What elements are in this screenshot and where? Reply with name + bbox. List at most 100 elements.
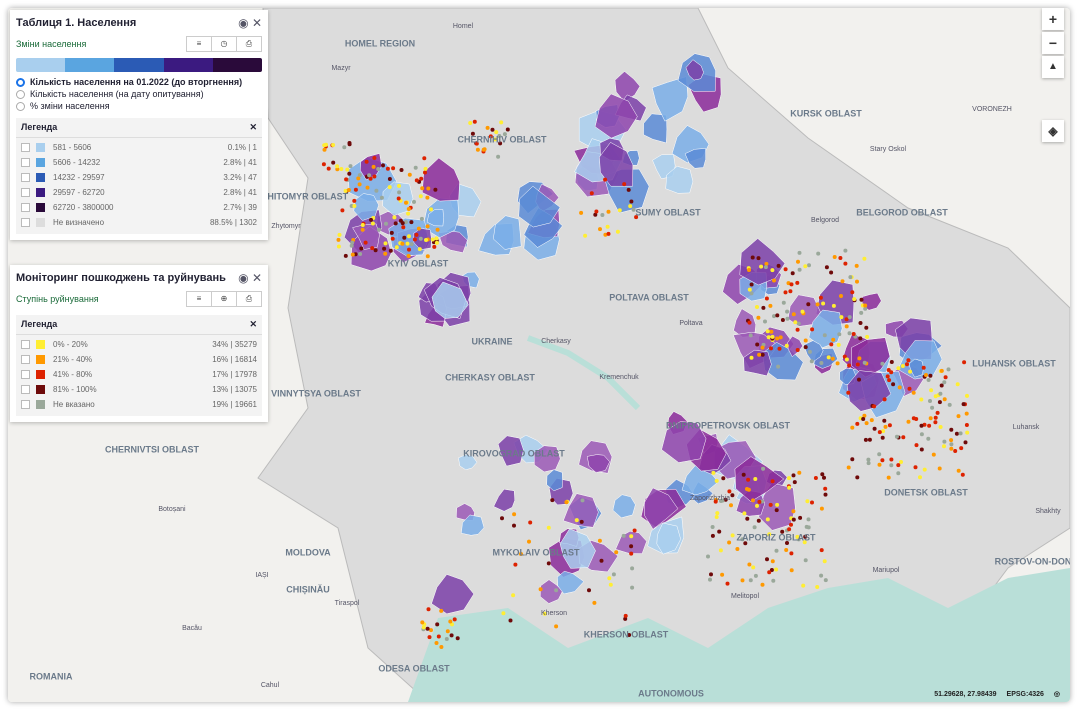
legend-row[interactable]: Не визначено 88.5% | 1302 [16, 215, 262, 230]
damage-point [384, 221, 388, 226]
legend-close[interactable]: ✕ [249, 319, 257, 329]
damage-point [770, 479, 775, 484]
legend-row[interactable]: 62720 - 3800000 2.7% | 39 [16, 200, 262, 215]
damage-point [765, 329, 770, 334]
legend-stats: 2.8% | 41 [223, 188, 257, 197]
damage-point [810, 500, 814, 505]
damage-point [617, 208, 622, 213]
damage-point [579, 210, 584, 215]
damage-point [947, 402, 952, 407]
damage-point [385, 166, 390, 171]
damage-point [818, 295, 823, 300]
damage-point [821, 301, 826, 306]
layers[interactable]: ◈ [1042, 120, 1064, 142]
damage-point [339, 167, 344, 171]
panel-controls[interactable]: ◉ ✕ [238, 16, 262, 30]
damage-point [774, 508, 779, 513]
damage-point [444, 637, 449, 641]
damage-point [409, 242, 414, 247]
damage-point [930, 405, 935, 410]
damage-point [324, 142, 328, 147]
damage-point [372, 174, 377, 179]
region-label: UKRAINE [471, 336, 512, 346]
damage-point [864, 325, 869, 330]
damage-point [498, 141, 503, 146]
region-polygon [599, 142, 634, 187]
radio-option[interactable]: Кількість населення на 01.2022 (до вторг… [10, 76, 268, 88]
damage-point [759, 264, 764, 269]
legend-row[interactable]: 29597 - 62720 2.8% | 41 [16, 185, 262, 200]
legend-stats: 3.2% | 47 [223, 173, 257, 182]
ukraine-area [257, 8, 1070, 702]
legend-swatch [36, 370, 45, 379]
tool-buttons[interactable]: ≡ ◷ ⎙ [186, 36, 262, 52]
damage-point [783, 267, 788, 272]
panel-title: Моніторинг пошкоджень та руйнувань [16, 272, 226, 284]
damage-point [425, 224, 430, 229]
legend-title: Легенда [21, 122, 58, 132]
damage-point [608, 582, 613, 587]
radio-option[interactable]: % зміни населення [10, 100, 268, 112]
tool-buttons[interactable]: ≡ ⊕ ⎙ [186, 291, 262, 307]
legend-row[interactable]: 0% - 20% 34% | 35279 [16, 337, 262, 352]
damage-point [937, 466, 942, 471]
damage-point [379, 195, 384, 200]
region-label: MYKOLAIV OBLAST [493, 547, 581, 557]
damage-point [931, 452, 936, 457]
legend-label: Не визначено [53, 218, 105, 227]
damage-point [810, 327, 815, 332]
zoom-in[interactable]: + [1042, 8, 1064, 30]
city-label: Cherkasy [541, 338, 571, 345]
damage-point [855, 279, 859, 284]
damage-point [907, 386, 912, 391]
legend-row[interactable]: 581 - 5606 0.1% | 1 [16, 140, 262, 155]
damage-point [481, 147, 486, 152]
radio-option[interactable]: Кількість населення (на дату опитування) [10, 88, 268, 100]
damage-point [414, 178, 419, 183]
damage-point [775, 313, 780, 318]
city-label: Melitopol [731, 593, 759, 600]
damage-point [391, 166, 396, 171]
damage-point [358, 252, 363, 256]
legend-row[interactable]: 81% - 100% 13% | 13075 [16, 382, 262, 397]
checkbox [21, 203, 30, 212]
legend-close[interactable]: ✕ [249, 122, 257, 132]
damage-point [771, 578, 776, 583]
damage-point [579, 519, 584, 524]
damage-point [822, 475, 826, 480]
legend-row[interactable]: 5606 - 14232 2.8% | 41 [16, 155, 262, 170]
legend-stats: 19% | 19661 [212, 400, 257, 409]
damage-point [593, 212, 598, 217]
zoom-out[interactable]: − [1042, 32, 1064, 54]
legend-row[interactable]: 14232 - 29597 3.2% | 47 [16, 170, 262, 185]
damage-point [897, 385, 902, 390]
damage-point [866, 461, 871, 466]
damage-point [761, 466, 766, 471]
damage-point [919, 432, 924, 437]
legend-row[interactable]: 41% - 80% 17% | 17978 [16, 367, 262, 382]
legend-row[interactable]: Не вказано 19% | 19661 [16, 397, 262, 412]
compass[interactable]: ▲ [1042, 56, 1064, 78]
damage-point [747, 562, 752, 567]
damage-point [418, 236, 423, 241]
legend-label: 581 - 5606 [53, 143, 92, 152]
coordinates: 51.29628, 27.98439 [934, 691, 997, 698]
damage-point [413, 165, 418, 170]
damage-point [746, 487, 751, 492]
damage-point [763, 319, 767, 324]
damage-point [331, 143, 336, 147]
panel-controls[interactable]: ◉ ✕ [238, 271, 262, 285]
damage-point [835, 361, 840, 366]
damage-point [370, 221, 375, 226]
damage-point [882, 418, 887, 423]
damage-point [397, 183, 401, 188]
damage-point [765, 517, 770, 522]
region-label: CHERNIVTSI OBLAST [105, 444, 200, 454]
damage-point [589, 191, 594, 196]
damage-point [803, 558, 808, 563]
damage-point [790, 271, 795, 276]
damage-point [769, 329, 774, 334]
damage-point [357, 173, 362, 178]
legend-row[interactable]: 21% - 40% 16% | 16814 [16, 352, 262, 367]
region-polygon [787, 294, 821, 327]
